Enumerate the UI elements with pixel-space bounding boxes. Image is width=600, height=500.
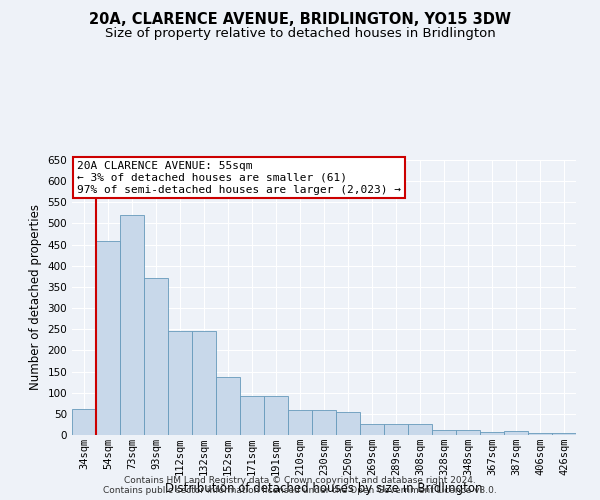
- Bar: [168, 330, 192, 435]
- Bar: [408, 424, 432, 435]
- Bar: [72, 409, 96, 435]
- Bar: [312, 410, 336, 435]
- Text: 20A, CLARENCE AVENUE, BRIDLINGTON, YO15 3DW: 20A, CLARENCE AVENUE, BRIDLINGTON, YO15 …: [89, 12, 511, 28]
- Bar: [336, 412, 360, 435]
- Bar: [288, 410, 312, 435]
- Bar: [528, 433, 552, 435]
- Text: 20A CLARENCE AVENUE: 55sqm
← 3% of detached houses are smaller (61)
97% of semi-: 20A CLARENCE AVENUE: 55sqm ← 3% of detac…: [77, 162, 401, 194]
- Bar: [432, 430, 456, 435]
- Bar: [216, 376, 240, 435]
- Bar: [264, 396, 288, 435]
- Text: Size of property relative to detached houses in Bridlington: Size of property relative to detached ho…: [104, 28, 496, 40]
- Bar: [144, 278, 168, 435]
- Bar: [120, 215, 144, 435]
- Bar: [240, 396, 264, 435]
- Bar: [504, 431, 528, 435]
- X-axis label: Distribution of detached houses by size in Bridlington: Distribution of detached houses by size …: [165, 482, 483, 495]
- Bar: [360, 424, 384, 435]
- Bar: [192, 330, 216, 435]
- Bar: [456, 430, 480, 435]
- Bar: [96, 241, 120, 435]
- Bar: [552, 433, 576, 435]
- Text: Contains public sector information licensed under the Open Government Licence v3: Contains public sector information licen…: [103, 486, 497, 495]
- Text: Contains HM Land Registry data © Crown copyright and database right 2024.: Contains HM Land Registry data © Crown c…: [124, 476, 476, 485]
- Y-axis label: Number of detached properties: Number of detached properties: [29, 204, 42, 390]
- Bar: [384, 424, 408, 435]
- Bar: [480, 432, 504, 435]
